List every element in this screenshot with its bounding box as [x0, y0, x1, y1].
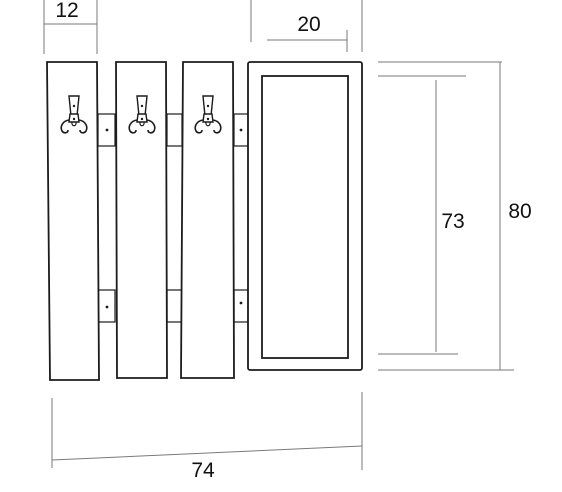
mirror-width-label: 20 [297, 13, 320, 36]
slat-bottom-2 [166, 289, 183, 323]
total-width-label: 74 [191, 459, 215, 482]
screw-dot [105, 305, 109, 309]
board-1 [46, 61, 100, 381]
board-width-label: 12 [55, 0, 78, 22]
mirror-glass [261, 75, 349, 359]
board-2 [115, 61, 168, 379]
dimension-total-height [378, 61, 514, 371]
screw-dot [105, 128, 109, 132]
total-height-label: 80 [508, 200, 531, 223]
dimension-mirror-width [250, 0, 363, 52]
mirror-panel [247, 61, 363, 371]
screw-dot [239, 128, 243, 132]
slat-bottom-3 [233, 289, 249, 323]
inner-height-label: 73 [441, 210, 464, 233]
board-3 [180, 61, 235, 379]
dimension-inner-height [378, 75, 466, 355]
slat-top-2 [166, 113, 183, 147]
boards [46, 61, 235, 381]
dimension-board-width [43, 0, 98, 54]
dimension-total-width [51, 392, 363, 470]
screw-dot [239, 301, 243, 305]
